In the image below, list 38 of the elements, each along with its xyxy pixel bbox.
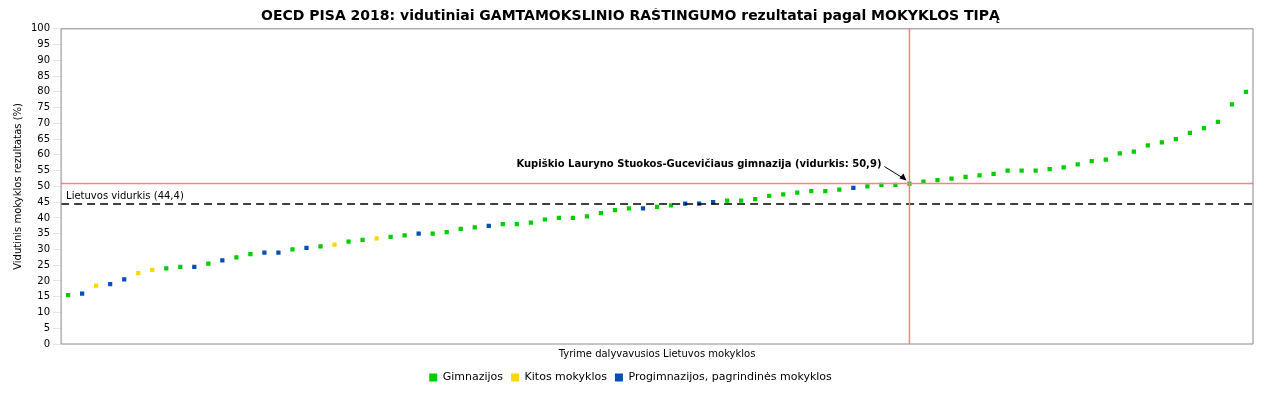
x-axis-title: Tyrime dalyvavusios Lietuvos mokyklos [557,347,756,359]
y-tick-label: 35 [37,227,51,239]
y-tick-label: 0 [43,337,51,349]
y-tick-label: 95 [37,38,51,50]
point [276,250,281,255]
ref-line-label: Lietuvos vidurkis (44,4) [66,189,184,201]
y-tick-label: 45 [37,195,51,207]
annotation: Kupiškio Lauryno Stuokos-Gucevičiaus gimnazija (vidurkis: 50,9) [516,158,882,170]
point [304,245,309,250]
legend-label: Kitos mokyklos [524,370,608,384]
legend-label: Progimnazijos, pagrindinės mokyklos [628,370,833,384]
point [220,258,225,263]
y-tick-label: 55 [37,164,51,176]
y-tick-label: 50 [37,179,51,191]
y-tick-label: 70 [37,116,51,128]
y-tick-label: 40 [37,211,51,223]
point [332,242,337,247]
point [374,236,379,241]
y-tick-label: 10 [37,306,51,318]
point [80,291,85,296]
point [262,250,267,255]
y-tick-label: 100 [30,22,51,34]
y-axis-title: Vidutinis mokyklos rezultatas (%) [11,102,23,270]
point [640,206,646,211]
point [122,277,127,282]
y-tick-label: 75 [37,101,51,113]
y-tick-label: 65 [37,132,51,144]
y-tick-label: 15 [37,290,51,302]
y-tick-label: 90 [37,53,51,65]
chart-title: OECD PISA 2018: vidutiniai GAMTAMOKSLINIO RAŠTINGUMO rezultatai pagal MOKYKLOS TIPĄ [261,6,1001,24]
y-tick-label: 5 [43,321,51,333]
y-tick-label: 25 [37,258,51,270]
legend-label: Gimnazijos [442,370,504,384]
y-tick-label: 80 [37,85,51,97]
y-tick-label: 30 [37,243,51,255]
y-tick-label: 85 [37,69,51,81]
y-tick-label: 20 [37,274,51,286]
y-tick-label: 60 [37,148,51,160]
